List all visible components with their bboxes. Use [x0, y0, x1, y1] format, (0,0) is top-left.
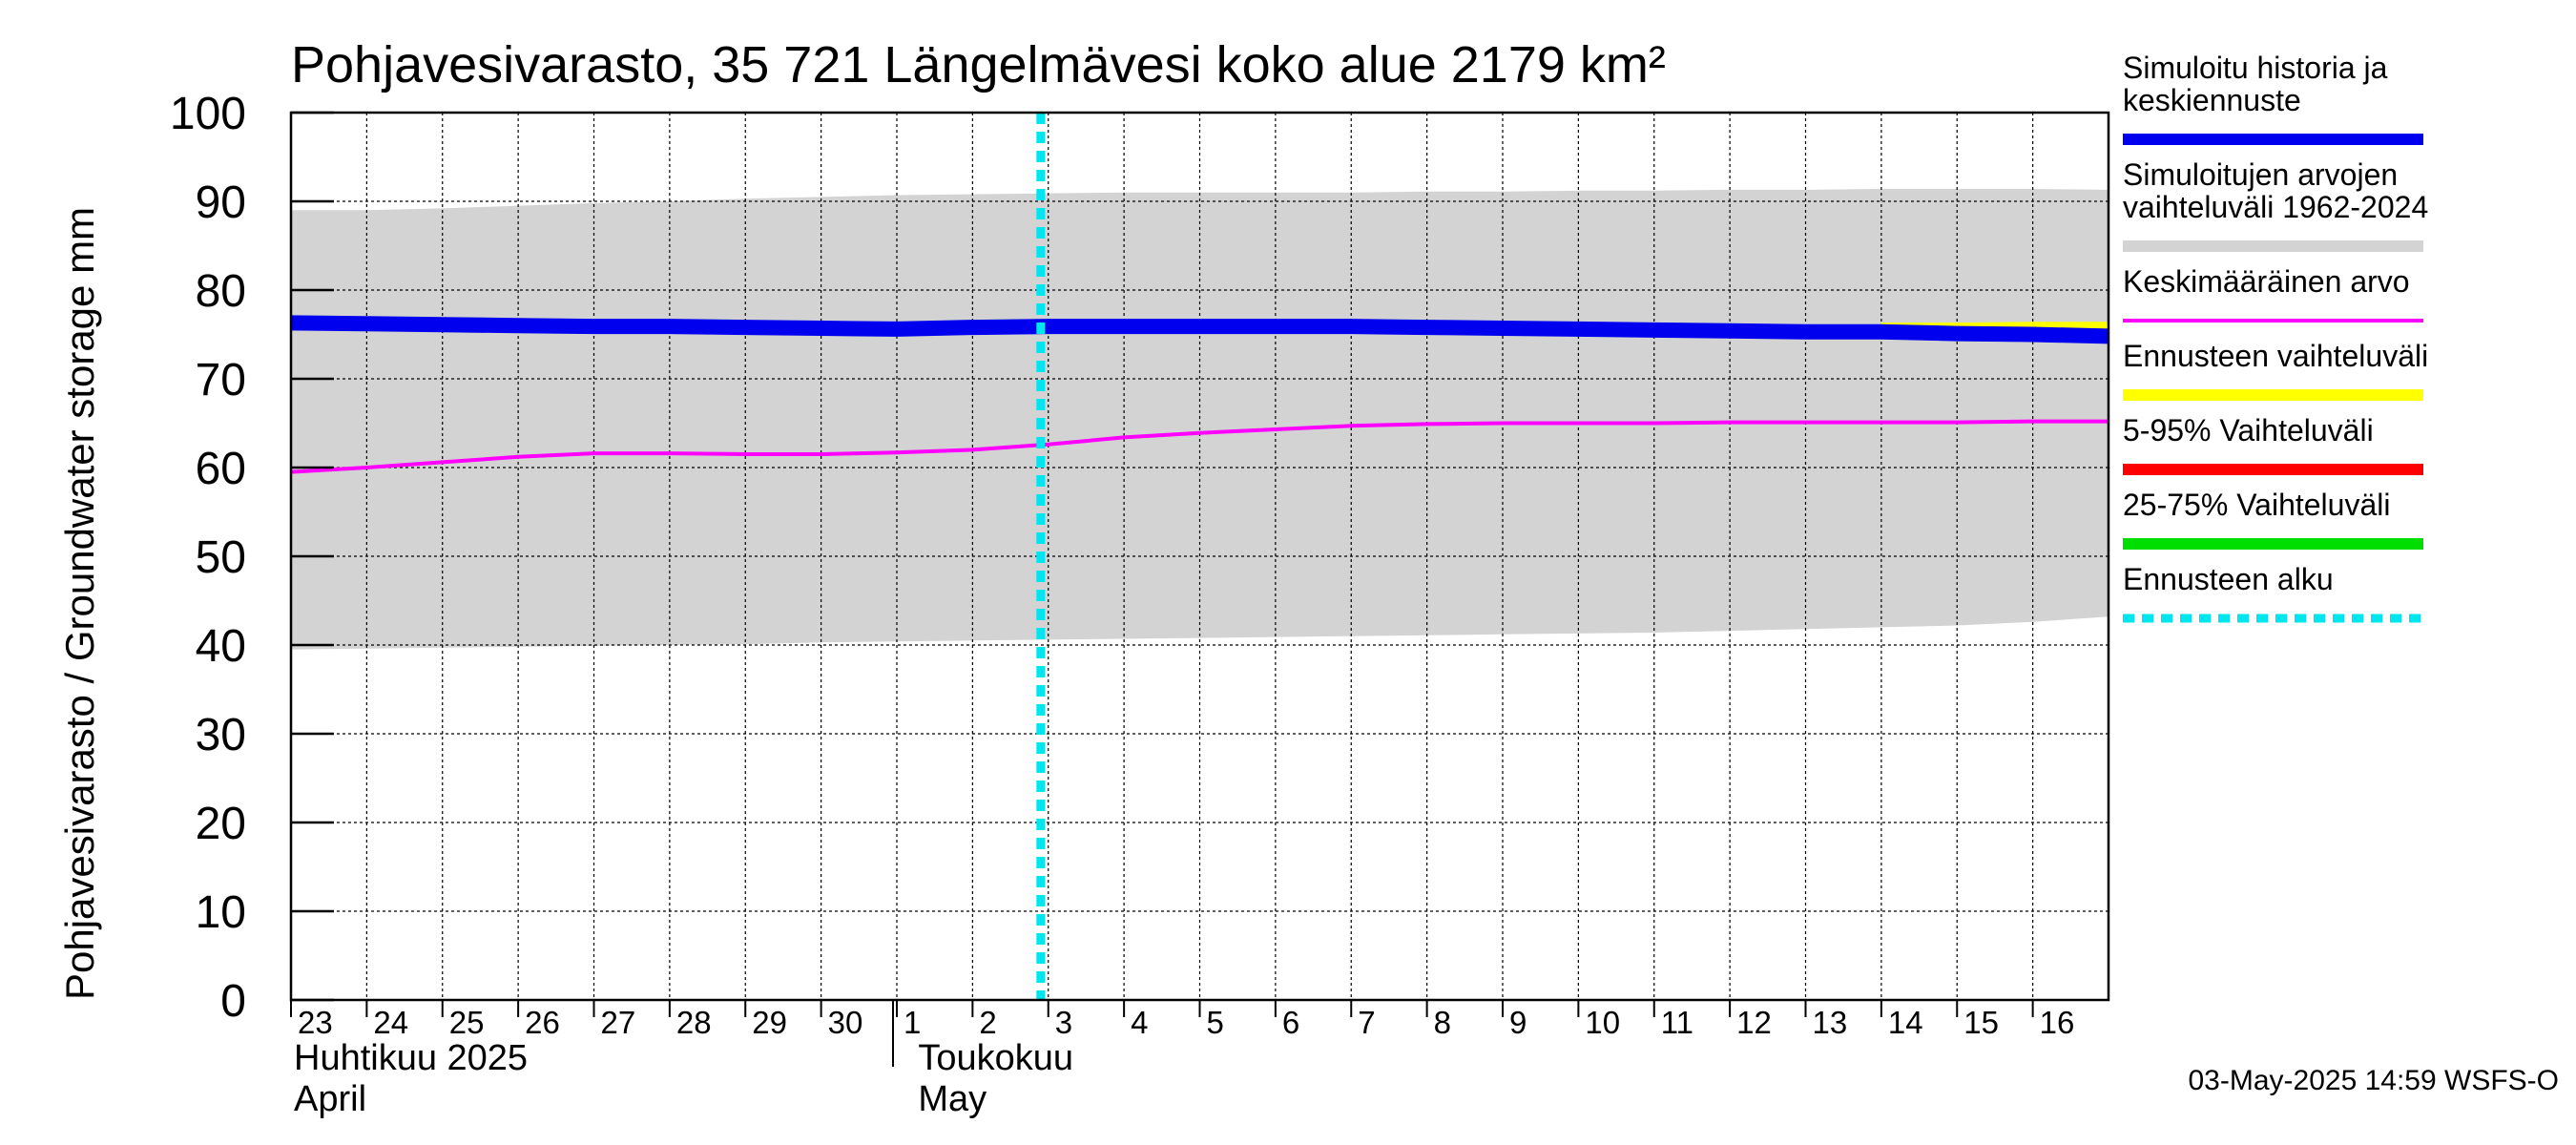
y-tick-label: 40	[196, 621, 246, 672]
y-tick-label: 100	[170, 89, 246, 139]
y-tick-label: 20	[196, 799, 246, 849]
y-tick-label: 10	[196, 887, 246, 938]
y-tick-label: 70	[196, 355, 246, 406]
x-tick-label: 1	[904, 1005, 921, 1040]
y-tick-label: 0	[220, 976, 246, 1027]
x-tick-label: 9	[1509, 1005, 1527, 1040]
legend-label: Simuloitu historia ja	[2123, 51, 2388, 85]
x-tick-label: 28	[676, 1005, 712, 1040]
x-tick-label: 27	[601, 1005, 636, 1040]
x-tick-label: 15	[1963, 1005, 1999, 1040]
y-axis-label: Pohjavesivarasto / Groundwater storage m…	[57, 207, 102, 1000]
x-tick-label: 4	[1131, 1005, 1148, 1040]
legend-label: Ennusteen alku	[2123, 562, 2334, 596]
footer-timestamp: 03-May-2025 14:59 WSFS-O	[2189, 1065, 2560, 1096]
x-tick-label: 24	[373, 1005, 408, 1040]
x-tick-label: 26	[525, 1005, 560, 1040]
x-tick-label: 7	[1358, 1005, 1375, 1040]
x-tick-label: 14	[1888, 1005, 1923, 1040]
y-tick-label: 90	[196, 177, 246, 228]
x-tick-label: 13	[1813, 1005, 1848, 1040]
x-tick-label: 11	[1661, 1005, 1693, 1040]
x-tick-label: 23	[298, 1005, 333, 1040]
legend-label: Simuloitujen arvojen	[2123, 157, 2398, 192]
legend-label: 5-95% Vaihteluväli	[2123, 413, 2374, 448]
x-tick-label: 3	[1055, 1005, 1072, 1040]
mean-value-line	[290, 419, 2109, 474]
legend-label: vaihteluväli 1962-2024	[2123, 190, 2428, 224]
legend-label: keskiennuste	[2123, 83, 2301, 117]
y-tick-label: 30	[196, 710, 246, 760]
x-tick-label: 2	[979, 1005, 996, 1040]
x-tick-label: 6	[1282, 1005, 1299, 1040]
x-tick-label: 16	[2040, 1005, 2075, 1040]
x-tick-label: 10	[1585, 1005, 1620, 1040]
month-label-fi: Huhtikuu 2025	[294, 1038, 528, 1078]
legend-label: 25-75% Vaihteluväli	[2123, 488, 2390, 522]
y-tick-label: 80	[196, 266, 246, 317]
x-tick-label: 30	[828, 1005, 863, 1040]
x-tick-label: 8	[1434, 1005, 1451, 1040]
legend-label: Keskimääräinen arvo	[2123, 264, 2410, 299]
y-tick-label: 60	[196, 444, 246, 494]
x-tick-label: 29	[752, 1005, 787, 1040]
month-label-en: May	[918, 1079, 987, 1119]
x-tick-label: 12	[1736, 1005, 1772, 1040]
month-label-en: April	[294, 1079, 366, 1119]
legend-label: Ennusteen vaihteluväli	[2123, 339, 2428, 373]
x-tick-label: 5	[1207, 1005, 1224, 1040]
chart-title: Pohjavesivarasto, 35 721 Längelmävesi ko…	[291, 36, 1666, 94]
x-tick-label: 25	[449, 1005, 485, 1040]
simulated-history-line	[290, 315, 2109, 344]
month-label-fi: Toukokuu	[918, 1038, 1073, 1078]
y-tick-label: 50	[196, 532, 246, 583]
